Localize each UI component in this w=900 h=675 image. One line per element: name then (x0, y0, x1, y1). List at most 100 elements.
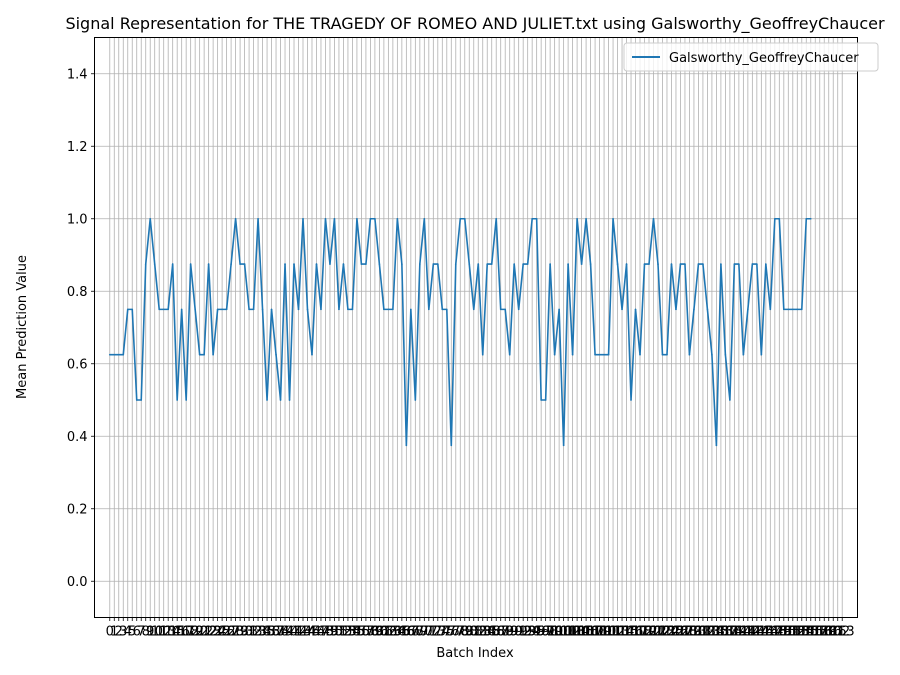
data-point (589, 263, 592, 265)
x-tick-label: 162 (825, 625, 850, 640)
x-tick-label: 80 (461, 625, 478, 640)
x-tick-label: 84 (479, 625, 496, 640)
x-tick-label: 72 (425, 625, 442, 640)
x-tick-label: 114 (610, 625, 635, 640)
legend-label: Galsworthy_GeoffreyChaucer (669, 51, 859, 66)
x-tick-label: 75 (439, 625, 456, 640)
x-tick-label: 30 (236, 625, 253, 640)
data-point (540, 399, 542, 401)
x-tick-label: 63 (385, 625, 402, 640)
y-tick-label: 1.2 (67, 140, 88, 155)
x-tick-label: 134 (699, 625, 724, 640)
x-tick-label: 52 (335, 625, 352, 640)
y-tick-label: 0.4 (67, 430, 88, 445)
x-tick-label: 20 (191, 625, 208, 640)
x-tick-label: 21 (196, 625, 213, 640)
x-tick-label: 29 (232, 625, 249, 640)
x-tick-label: 98 (542, 625, 559, 640)
y-tick-label: 0.2 (67, 502, 88, 517)
data-point (765, 263, 767, 265)
x-tick-label: 46 (308, 625, 325, 640)
x-tick-label: 139 (722, 625, 747, 640)
x-tick-label: 6 (133, 625, 141, 640)
x-tick-label: 22 (200, 625, 217, 640)
x-tick-label: 88 (497, 625, 514, 640)
data-point (580, 263, 583, 265)
x-tick-label: 102 (556, 625, 581, 640)
data-point (234, 217, 237, 220)
x-tick-label: 87 (492, 625, 509, 640)
x-tick-label: 90 (506, 625, 523, 640)
x-tick-label: 146 (753, 625, 778, 640)
x-tick-label: 23 (205, 625, 222, 640)
data-point (185, 399, 187, 401)
data-point (248, 308, 250, 311)
data-point (117, 353, 120, 356)
data-point (351, 308, 354, 311)
x-tick-label: 50 (326, 625, 343, 640)
x-tick-label: 133 (695, 625, 720, 640)
data-point (356, 217, 358, 220)
data-point (329, 263, 331, 265)
x-tick-label: 97 (537, 625, 554, 640)
y-tick-label: 0.0 (67, 575, 88, 590)
data-point (783, 308, 785, 311)
data-point (715, 444, 718, 447)
x-tick-label: 39 (277, 625, 294, 640)
data-point (517, 308, 520, 311)
data-point (544, 399, 547, 401)
x-tick-label: 110 (592, 625, 617, 640)
x-tick-label: 129 (677, 625, 702, 640)
x-tick-label: 58 (362, 625, 379, 640)
data-point (756, 263, 758, 265)
data-point (445, 308, 448, 311)
data-point (419, 263, 421, 265)
data-point (567, 263, 569, 265)
x-tick-label: 34 (254, 625, 271, 640)
data-point (495, 217, 498, 220)
data-point (126, 308, 129, 311)
data-point (432, 263, 435, 265)
x-tick-label: 116 (619, 625, 644, 640)
data-point (468, 263, 471, 265)
x-tick-label: 15 (169, 625, 186, 640)
x-tick-label: 67 (403, 625, 420, 640)
data-point (504, 308, 507, 311)
x-tick-label: 95 (528, 625, 545, 640)
data-point (558, 308, 560, 311)
x-tick-label: 82 (470, 625, 487, 640)
data-point (392, 308, 394, 311)
data-point (634, 308, 637, 311)
plot-frame (94, 37, 858, 618)
data-point (369, 217, 372, 220)
data-point (796, 308, 799, 311)
x-tick-label: 104 (565, 625, 590, 640)
x-tick-label: 79 (456, 625, 473, 640)
x-tick-label: 121 (641, 625, 666, 640)
data-point (180, 308, 183, 311)
x-tick-label: 100 (547, 625, 572, 640)
data-point (490, 263, 493, 265)
data-point (594, 353, 596, 356)
x-tick-label: 156 (798, 625, 823, 640)
x-tick-label: 153 (785, 625, 810, 640)
x-tick-label: 105 (569, 625, 594, 640)
x-tick-label: 119 (632, 625, 657, 640)
x-tick-label: 48 (317, 625, 334, 640)
data-point (261, 308, 264, 311)
x-tick-label: 126 (664, 625, 689, 640)
data-point (342, 263, 345, 265)
data-point (535, 217, 538, 220)
y-tick-label: 1.0 (67, 212, 88, 227)
x-tick-label: 32 (245, 625, 262, 640)
data-point (697, 263, 700, 265)
data-point (311, 353, 313, 356)
x-tick-label: 148 (762, 625, 787, 640)
data-point (486, 263, 489, 265)
x-tick-label: 5 (128, 625, 136, 640)
x-tick-label: 61 (376, 625, 393, 640)
x-axis-label: Batch Index (436, 646, 514, 661)
data-point (553, 353, 556, 356)
data-point (401, 263, 403, 265)
data-point (472, 308, 475, 311)
